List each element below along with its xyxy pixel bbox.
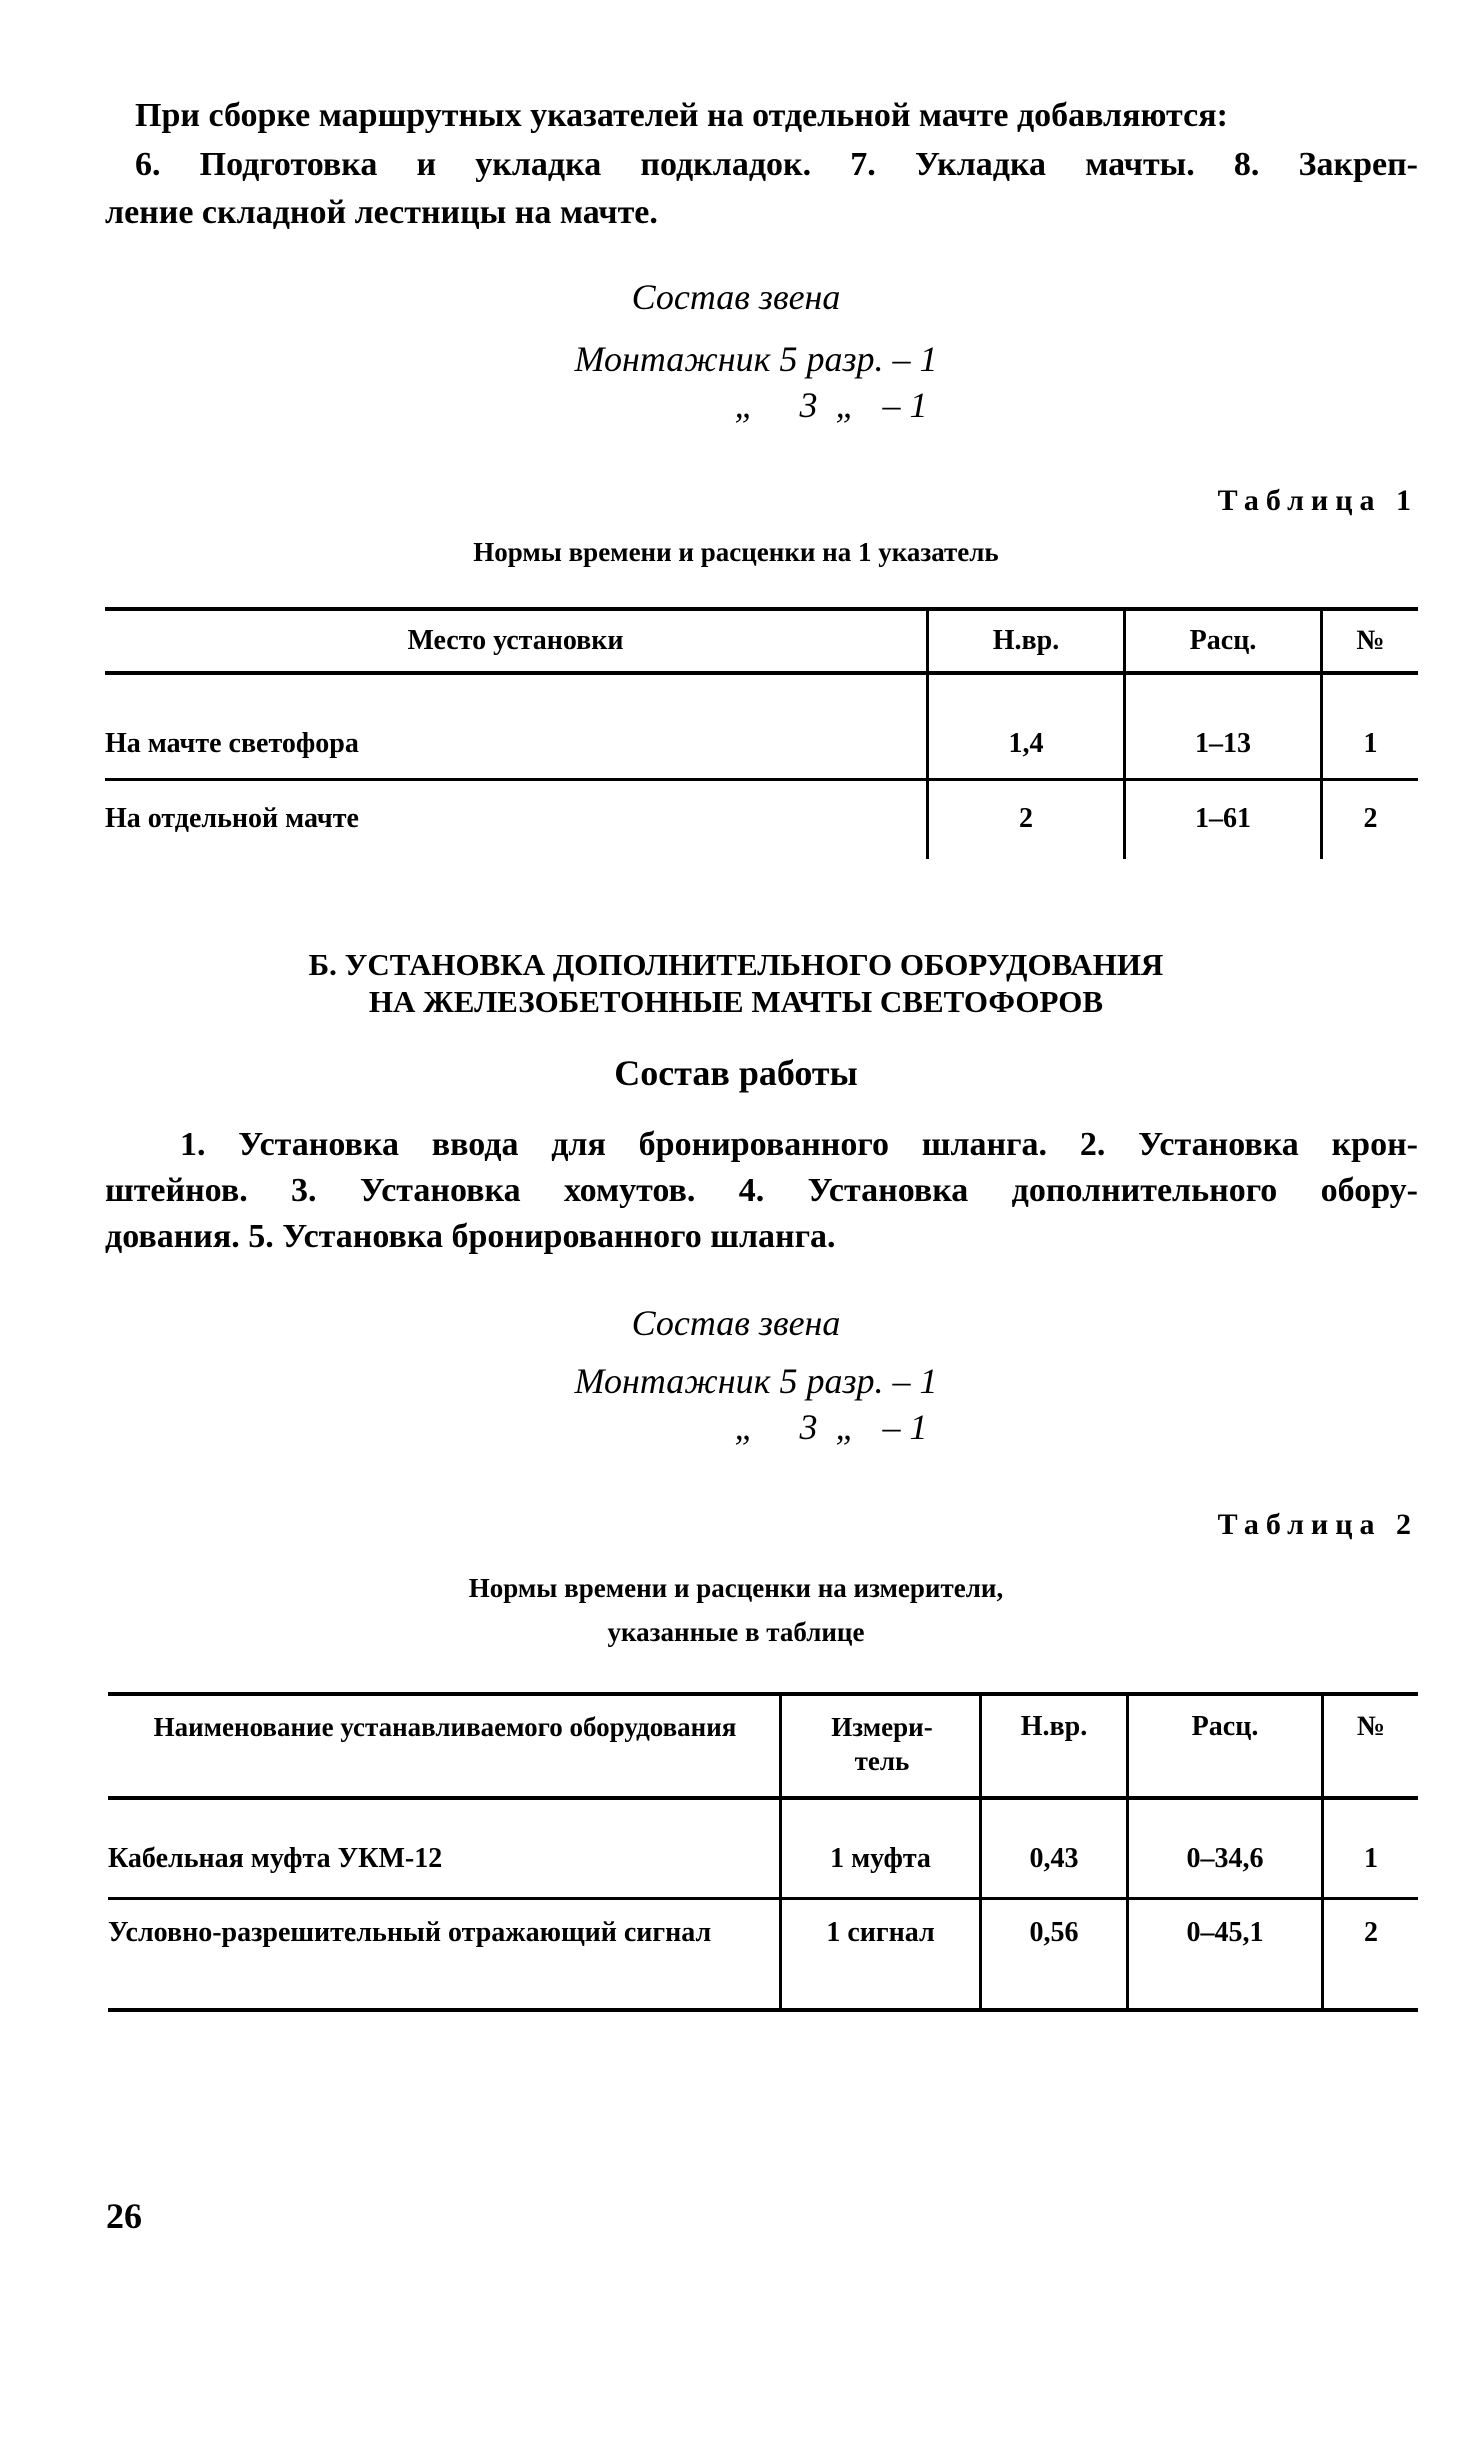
- crew-row: Монтажник 5 разр. – 1: [574, 339, 938, 379]
- crew-title: Состав звена: [631, 1303, 841, 1343]
- cell: На мачте светофора: [105, 728, 359, 759]
- column-header: Наименование устанавливаемого оборудован…: [153, 1712, 737, 1742]
- crew-row: „ 3 „ – 1: [734, 385, 928, 425]
- section-heading: Б. УСТАНОВКА ДОПОЛНИТЕЛЬНОГО ОБОРУДОВАНИ…: [308, 947, 1164, 982]
- work-line: 1. Установка ввода для бронированного шл…: [180, 1126, 1418, 1163]
- cell: 2: [1019, 803, 1033, 834]
- column-header: Измери-тель: [831, 1712, 933, 1776]
- cell: 1,4: [1008, 728, 1044, 759]
- column-header: Расц.: [1191, 1711, 1259, 1742]
- page-number: 26: [106, 2196, 142, 2236]
- cell: 1: [1363, 728, 1378, 759]
- table-label: Таблица 2: [1217, 1508, 1418, 1541]
- column-header: Н.вр.: [1020, 1711, 1088, 1742]
- cell: 1 муфта: [830, 1843, 931, 1874]
- work-line: штейнов. 3. Установка хомутов. 4. Устано…: [105, 1172, 1418, 1209]
- column-header: Расц.: [1189, 625, 1257, 656]
- intro-line-3: ление складной лестницы на мачте.: [105, 194, 658, 231]
- intro-line-1: При сборке маршрутных указателей на отде…: [135, 97, 1228, 134]
- section-heading: НА ЖЕЛЕЗОБЕТОННЫЕ МАЧТЫ СВЕТОФОРОВ: [368, 984, 1104, 1019]
- crew-row: Монтажник 5 разр. – 1: [574, 1361, 938, 1401]
- table-caption: Нормы времени и расценки на 1 указатель: [473, 537, 999, 567]
- column-header: №: [1356, 625, 1385, 656]
- cell: 1 сигнал: [826, 1917, 935, 1948]
- cell: 0,56: [1029, 1917, 1079, 1948]
- table-caption: Нормы времени и расценки на измерители,: [468, 1573, 1004, 1603]
- column-header: Н.вр.: [992, 625, 1060, 656]
- cell: 0,43: [1029, 1843, 1079, 1874]
- cell: 0–45,1: [1186, 1917, 1264, 1948]
- cell: 0–34,6: [1186, 1843, 1264, 1874]
- cell: 2: [1364, 1917, 1378, 1948]
- cell: 2: [1363, 803, 1378, 834]
- intro-line-2: 6. Подготовка и укладка подкладок. 7. Ук…: [135, 146, 1418, 183]
- work-title: Состав работы: [614, 1053, 858, 1093]
- work-line: дования. 5. Установка бронированного шла…: [105, 1218, 836, 1255]
- column-header: Место установки: [407, 625, 624, 656]
- table-caption: указанные в таблице: [607, 1617, 865, 1647]
- crew-title: Состав звена: [631, 277, 841, 317]
- cell: 1–61: [1195, 803, 1251, 834]
- column-header: №: [1356, 1711, 1386, 1742]
- cell: Кабельная муфта УКМ-12: [108, 1843, 443, 1874]
- crew-row: „ 3 „ – 1: [734, 1407, 928, 1447]
- cell: На отдельной мачте: [105, 803, 359, 834]
- cell: 1: [1364, 1843, 1378, 1874]
- table-label: Таблица 1: [1217, 484, 1418, 517]
- cell: Условно-разрешительный отражающий сигнал: [108, 1917, 712, 1948]
- cell: 1–13: [1195, 728, 1251, 759]
